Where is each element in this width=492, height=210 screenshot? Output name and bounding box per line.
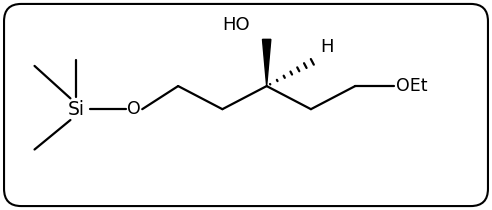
- Text: HO: HO: [222, 16, 250, 34]
- Text: O: O: [127, 100, 141, 118]
- Polygon shape: [262, 39, 271, 86]
- Text: Si: Si: [68, 100, 85, 119]
- Text: H: H: [320, 38, 333, 56]
- Text: OEt: OEt: [396, 77, 428, 95]
